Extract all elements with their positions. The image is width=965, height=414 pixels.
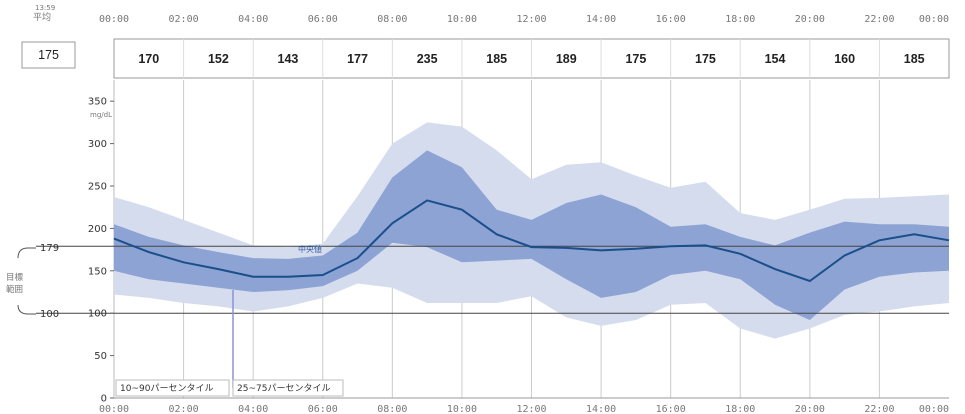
y-tick-label: 200 xyxy=(88,224,107,235)
top-time-axis: 00:00 02:00 04:00 06:00 08:00 10:00 12:00 14:00… xyxy=(99,14,949,78)
target-bracket-top xyxy=(17,247,36,259)
median-label: 中央値 xyxy=(298,244,322,254)
target-upper-label: 179 xyxy=(40,243,59,254)
interval-average-value: 235 xyxy=(417,52,438,66)
interval-averages: 170 152 143 177 235 185 189 175 175 154 160 185 xyxy=(138,52,924,66)
top-time-tick: 12:00 xyxy=(516,14,546,25)
bottom-time-tick: 12:00 xyxy=(516,404,546,414)
target-bracket-bottom xyxy=(17,304,36,315)
top-time-tick: 06:00 xyxy=(308,14,338,25)
legend-25-75-label: 25~75パーセンタイル xyxy=(237,383,330,394)
interval-average-value: 143 xyxy=(278,52,299,66)
top-time-tick: 08:00 xyxy=(377,14,407,25)
interval-average-value: 175 xyxy=(695,52,716,66)
top-time-tick: 00:00 xyxy=(919,14,949,25)
interval-average-value: 152 xyxy=(208,52,229,66)
top-time-tick: 20:00 xyxy=(795,14,825,25)
interval-average-value: 177 xyxy=(347,52,368,66)
bottom-time-tick: 06:00 xyxy=(308,404,338,414)
top-time-tick: 00:00 xyxy=(99,14,129,25)
bottom-time-tick: 22:00 xyxy=(864,404,894,414)
top-time-tick: 02:00 xyxy=(169,14,199,25)
y-tick-label: 300 xyxy=(88,139,107,150)
interval-average-value: 160 xyxy=(834,52,855,66)
interval-average-value: 185 xyxy=(904,52,925,66)
bottom-time-tick: 04:00 xyxy=(238,404,268,414)
bottom-time-tick: 20:00 xyxy=(795,404,825,414)
interval-average-value: 189 xyxy=(556,52,577,66)
bottom-time-tick: 00:00 xyxy=(99,404,129,414)
legend-10-90 xyxy=(115,379,230,397)
y-axis-unit: mg/dL xyxy=(90,111,112,119)
top-time-tick: 04:00 xyxy=(238,14,268,25)
y-tick-label: 250 xyxy=(88,182,107,193)
interval-average-value: 154 xyxy=(765,52,786,66)
interval-average-value: 175 xyxy=(625,52,646,66)
top-time-tick: 14:00 xyxy=(586,14,616,25)
top-time-tick: 10:00 xyxy=(447,14,477,25)
target-range-label-2: 範囲 xyxy=(6,284,23,295)
legend-25-75 xyxy=(232,379,344,397)
overall-average-caption-top: 13:59 xyxy=(35,4,55,12)
median-line xyxy=(113,199,950,283)
overall-average-box xyxy=(21,41,76,69)
bottom-time-tick: 02:00 xyxy=(169,404,199,414)
top-time-tick: 18:00 xyxy=(725,14,755,25)
bottom-time-tick: 18:00 xyxy=(725,404,755,414)
y-axis: 350 300 250 200 150 100 50 0 xyxy=(88,97,114,405)
legend-10-90-label: 10~90パーセンタイル xyxy=(120,383,213,394)
bottom-time-tick: 00:00 xyxy=(919,404,949,414)
y-tick-label: 100 xyxy=(88,309,107,320)
y-tick-label: 150 xyxy=(88,266,107,277)
interval-average-value: 185 xyxy=(486,52,507,66)
bottom-time-tick: 16:00 xyxy=(656,404,686,414)
interval-average-value: 170 xyxy=(138,52,159,66)
bottom-time-tick: 10:00 xyxy=(447,404,477,414)
overall-average-caption: 平均 xyxy=(33,11,51,23)
y-tick-label: 50 xyxy=(94,351,107,362)
target-lower-label: 100 xyxy=(40,309,59,320)
bottom-time-tick: 14:00 xyxy=(586,404,616,414)
target-range-label-1: 目標 xyxy=(6,272,24,283)
band-25-75-percentile xyxy=(114,150,949,320)
top-time-tick: 16:00 xyxy=(656,14,686,25)
overall-average-value: 175 xyxy=(38,48,59,62)
bottom-time-axis: 00:00 02:00 04:00 06:00 08:00 10:00 12:00 14:00… xyxy=(99,404,949,414)
y-tick-label: 0 xyxy=(101,394,107,405)
bottom-time-tick: 08:00 xyxy=(377,404,407,414)
y-tick-label: 350 xyxy=(88,97,107,108)
top-time-tick: 22:00 xyxy=(864,14,894,25)
